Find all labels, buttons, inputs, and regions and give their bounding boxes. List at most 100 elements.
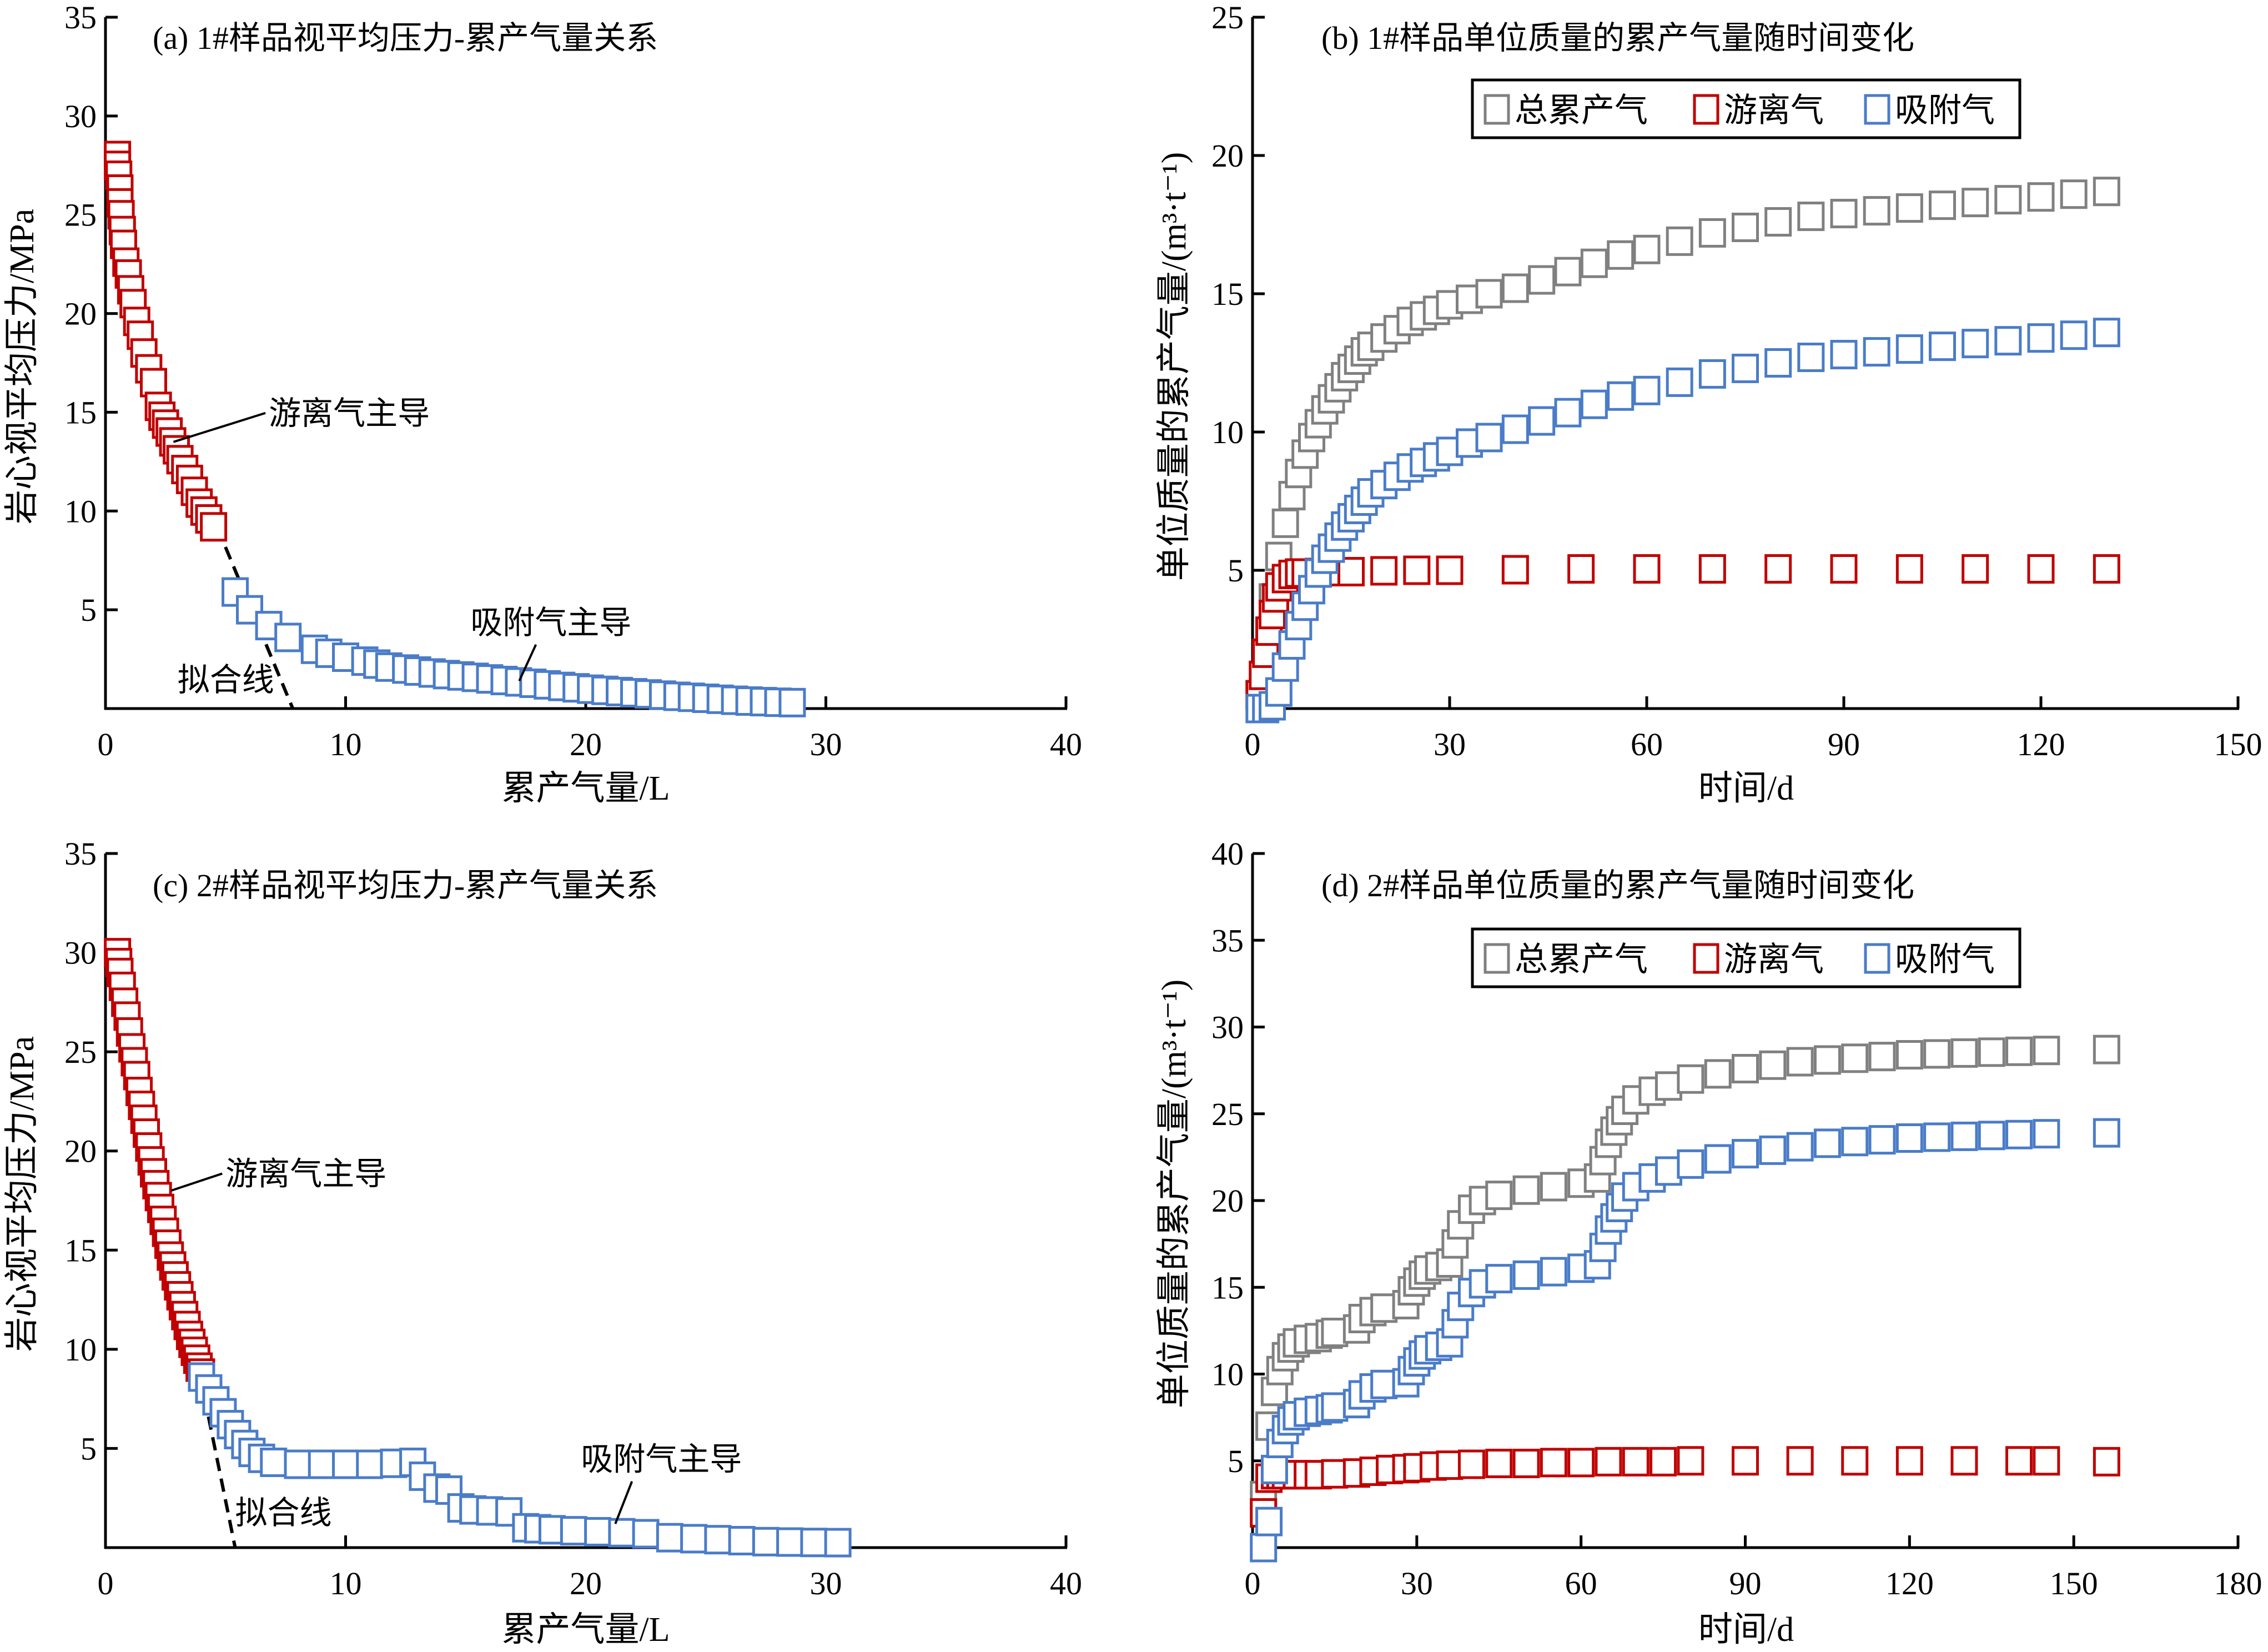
x-tick-label: 120 bbox=[1885, 1565, 1934, 1601]
data-point bbox=[1633, 554, 1661, 584]
data-point bbox=[2027, 182, 2055, 212]
x-tick-label: 60 bbox=[1565, 1565, 1597, 1601]
series-adsorbed-gas bbox=[222, 577, 806, 717]
y-tick-label: 35 bbox=[64, 836, 97, 872]
data-point bbox=[1666, 367, 1693, 397]
chart-title: (d) 2#样品单位质量的累产气量随时间变化 bbox=[1321, 867, 1914, 903]
y-tick-label: 15 bbox=[64, 394, 97, 430]
data-point bbox=[1512, 1448, 1540, 1478]
data-point bbox=[680, 1524, 708, 1554]
data-point bbox=[752, 1527, 780, 1556]
data-point bbox=[1923, 1122, 1951, 1152]
annotation-label: 吸附气主导 bbox=[470, 605, 631, 641]
data-point bbox=[1863, 196, 1890, 226]
data-point bbox=[2093, 554, 2120, 584]
data-point bbox=[2027, 554, 2055, 584]
data-point bbox=[2005, 1036, 2033, 1066]
legend-label-total: 总累产气 bbox=[1515, 941, 1648, 978]
annotation-label: 游离气主导 bbox=[269, 395, 430, 431]
data-point bbox=[1677, 1149, 1704, 1179]
x-tick-label: 10 bbox=[330, 726, 362, 762]
y-axis-label: 岩心视平均压力/MPa bbox=[3, 209, 41, 524]
x-tick-label: 30 bbox=[1434, 726, 1466, 762]
y-tick-label: 5 bbox=[81, 592, 97, 628]
data-point bbox=[1764, 554, 1792, 584]
data-point bbox=[1485, 1264, 1513, 1294]
data-point bbox=[1797, 202, 1825, 232]
data-point bbox=[1607, 381, 1635, 411]
data-point bbox=[1830, 199, 1858, 229]
data-point bbox=[1677, 1064, 1704, 1094]
data-point bbox=[1978, 1121, 2005, 1151]
data-point bbox=[1868, 1125, 1896, 1155]
data-point bbox=[2093, 318, 2120, 348]
legend: 总累产气 游离气 吸附气 bbox=[1471, 927, 2021, 988]
annotation-label: 拟合线 bbox=[235, 1495, 332, 1531]
data-point bbox=[1554, 257, 1582, 287]
y-tick-label: 35 bbox=[1211, 922, 1244, 958]
data-point bbox=[1895, 334, 1923, 364]
y-axis-label: 岩心视平均压力/MPa bbox=[3, 1036, 41, 1352]
x-axis-label: 时间/d bbox=[1698, 1611, 1794, 1649]
data-point bbox=[656, 1523, 683, 1553]
data-point bbox=[1895, 1446, 1923, 1476]
series-total-gas bbox=[1245, 177, 2120, 710]
data-point bbox=[1447, 1210, 1475, 1240]
series-adsorbed-gas bbox=[1250, 1118, 2120, 1563]
data-point bbox=[1764, 207, 1792, 237]
chart-title: (a) 1#样品视平均压力-累产气量关系 bbox=[153, 20, 658, 56]
data-point bbox=[1895, 554, 1923, 584]
legend: 总累产气 游离气 吸附气 bbox=[1471, 78, 2021, 139]
x-axis-label: 时间/d bbox=[1698, 770, 1794, 807]
x-axis-label: 累产气量/L bbox=[501, 770, 670, 807]
data-point bbox=[1813, 1128, 1841, 1158]
legend-label-adsorbed: 吸附气 bbox=[1895, 92, 1995, 129]
data-point bbox=[1797, 343, 1825, 373]
x-tick-label: 0 bbox=[98, 726, 114, 762]
series-adsorbed-gas bbox=[1245, 318, 2120, 724]
data-point bbox=[1994, 326, 2022, 356]
data-point bbox=[1370, 556, 1398, 586]
x-tick-label: 20 bbox=[570, 1565, 602, 1601]
data-point bbox=[1830, 554, 1858, 584]
annotation-leader bbox=[173, 411, 266, 443]
data-point bbox=[776, 1527, 804, 1557]
data-point bbox=[1650, 1447, 1677, 1477]
x-tick-label: 0 bbox=[1245, 1565, 1261, 1601]
x-tick-label: 10 bbox=[330, 1565, 362, 1601]
data-point bbox=[1321, 1318, 1349, 1347]
y-tick-label: 15 bbox=[1211, 276, 1244, 312]
data-point bbox=[356, 1449, 384, 1479]
data-point bbox=[1698, 218, 1726, 248]
legend-box bbox=[1471, 927, 2021, 988]
data-point bbox=[1475, 279, 1503, 309]
data-point bbox=[1929, 190, 1956, 220]
data-point bbox=[495, 1497, 523, 1527]
data-point bbox=[1759, 1135, 1787, 1165]
x-tick-label: 0 bbox=[98, 1565, 114, 1601]
panel-b: 0 30 60 90 120 150 5 10 15 20 25 (b) 1#样品单位质量的累产气量… bbox=[1155, 0, 2262, 807]
chart-title: (b) 1#样品单位质量的累产气量随时间变化 bbox=[1321, 20, 1914, 56]
data-point bbox=[1501, 414, 1529, 444]
y-tick-label: 5 bbox=[1228, 553, 1244, 589]
annotation-label: 吸附气主导 bbox=[581, 1442, 742, 1478]
x-tick-label: 120 bbox=[2017, 726, 2065, 762]
data-point bbox=[1528, 265, 1556, 295]
data-point bbox=[1540, 1448, 1567, 1478]
data-point bbox=[1485, 1181, 1513, 1211]
y-tick-label: 5 bbox=[1228, 1443, 1244, 1479]
annotation-leader bbox=[614, 1480, 633, 1524]
data-point bbox=[1929, 332, 1956, 361]
x-tick-label: 40 bbox=[1050, 726, 1082, 762]
legend-marker-adsorbed bbox=[1864, 943, 1890, 974]
data-point bbox=[2060, 320, 2088, 350]
data-point bbox=[308, 1449, 335, 1479]
series-free-gas bbox=[104, 938, 215, 1388]
x-tick-label: 0 bbox=[1245, 726, 1261, 762]
series-free-gas bbox=[104, 140, 228, 542]
data-point bbox=[1607, 240, 1635, 270]
legend-box bbox=[1471, 78, 2021, 139]
data-point bbox=[1994, 185, 2022, 215]
